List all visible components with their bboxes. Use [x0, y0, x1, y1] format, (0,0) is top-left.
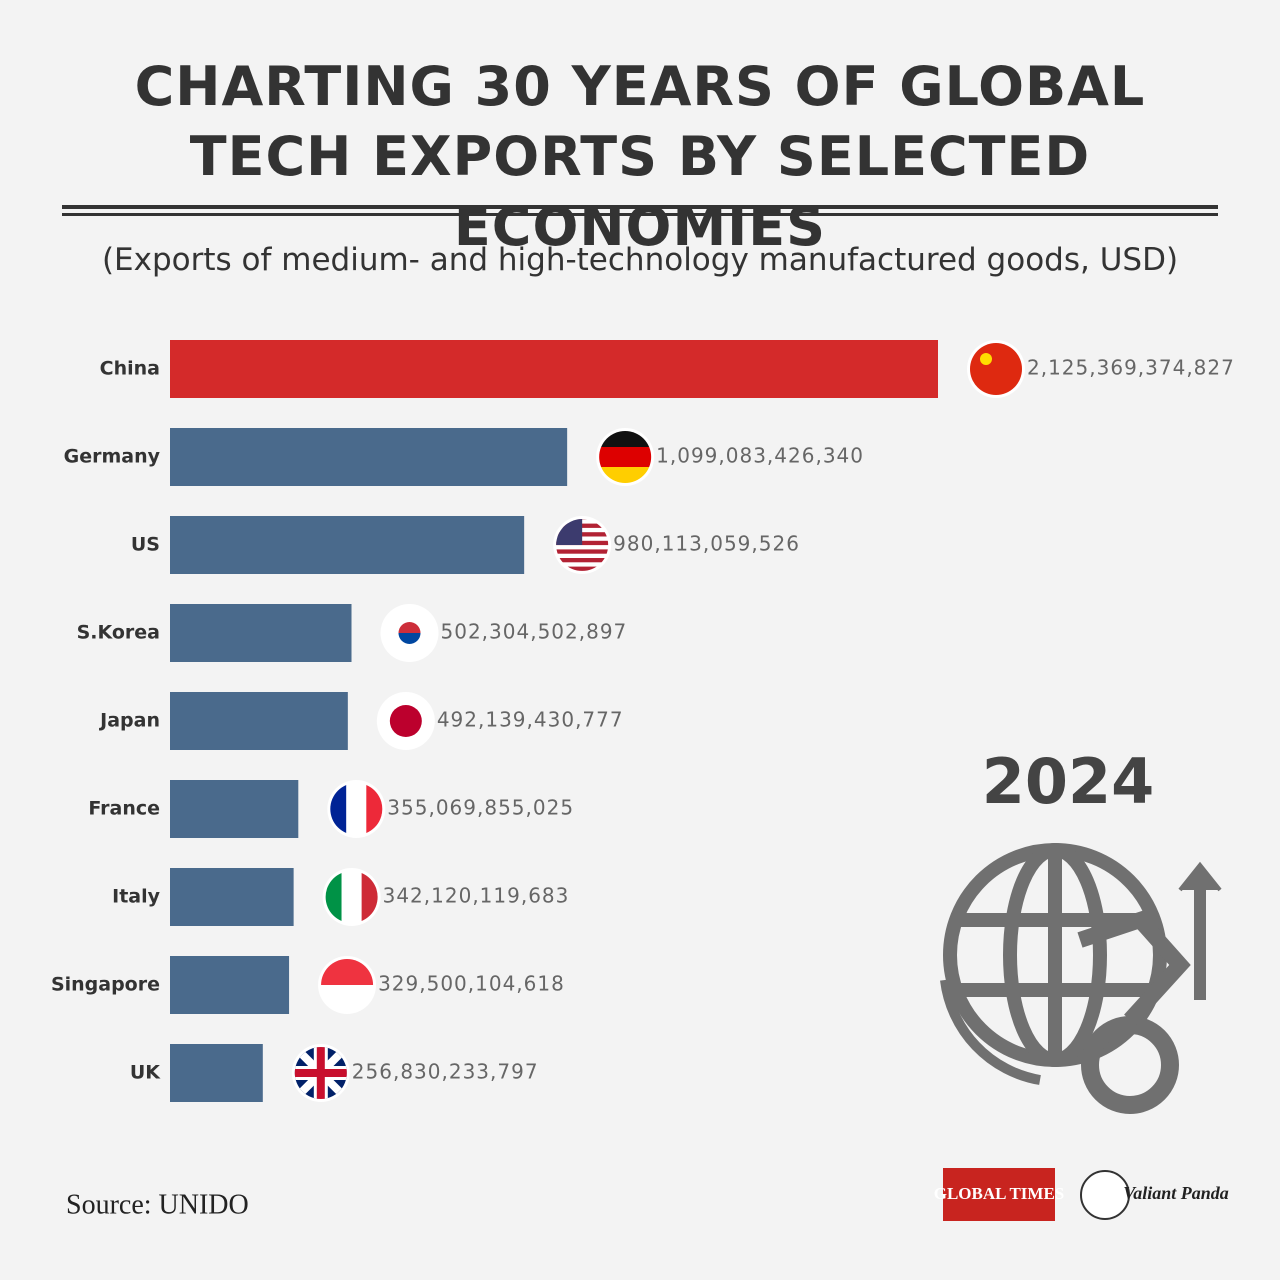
flag-part	[556, 566, 609, 571]
bar	[170, 340, 938, 398]
value-label: 2,125,369,374,827	[1027, 356, 1235, 380]
category-label: UK	[130, 1062, 161, 1084]
category-label: Italy	[112, 886, 160, 908]
logo: Valiant Panda	[1123, 1183, 1229, 1203]
flag-part	[361, 871, 378, 923]
flag-part	[346, 783, 367, 835]
category-label: US	[131, 534, 160, 556]
logo: GLOBAL TIMES	[934, 1184, 1065, 1203]
flag-inner	[970, 343, 1022, 395]
flag-part	[599, 467, 652, 483]
panda-icon	[1080, 1170, 1130, 1220]
flag-inner	[330, 783, 383, 835]
flag-part	[321, 985, 374, 1011]
flag-part	[389, 705, 422, 737]
chart-title: CHARTING 30 YEARS OF GLOBAL TECH EXPORTS…	[134, 55, 1146, 258]
globe-icon	[940, 843, 1222, 1114]
flag-inner	[556, 519, 609, 571]
category-label: Singapore	[51, 974, 160, 996]
bar	[170, 604, 352, 662]
flag	[967, 340, 1025, 398]
rule	[62, 213, 1218, 216]
flag-part	[556, 519, 583, 545]
bar	[170, 780, 299, 838]
category-label: France	[88, 798, 160, 820]
flag-part	[398, 622, 421, 633]
flag-part	[556, 558, 609, 563]
value-label: 492,139,430,777	[437, 708, 624, 732]
flag	[322, 868, 381, 926]
value-label: 355,069,855,025	[387, 796, 574, 820]
flag-part	[599, 431, 652, 447]
flag-part	[398, 633, 421, 644]
flag-part	[980, 353, 992, 365]
flag-inner	[325, 871, 378, 923]
flag-part	[556, 549, 609, 554]
flag	[376, 692, 435, 750]
flag-part	[325, 871, 342, 923]
flag	[596, 428, 655, 486]
flag-inner	[383, 607, 436, 659]
flag-part	[970, 343, 1022, 395]
category-label: S.Korea	[77, 622, 160, 644]
bar	[170, 516, 525, 574]
value-label: 342,120,119,683	[383, 884, 570, 908]
category-label: Japan	[98, 710, 160, 732]
value-label: 329,500,104,618	[378, 972, 565, 996]
bar	[170, 1044, 263, 1102]
logo-box	[943, 1168, 1055, 1221]
flag	[291, 1044, 350, 1102]
flag-part	[294, 1047, 347, 1099]
flag	[327, 780, 386, 838]
flag-part	[599, 447, 652, 467]
flag-part	[330, 783, 347, 835]
flag-inner	[321, 959, 374, 1011]
bar	[170, 428, 568, 486]
year: 2024	[982, 745, 1155, 818]
value-label: 256,830,233,797	[352, 1060, 539, 1084]
value-label: 980,113,059,526	[613, 532, 800, 556]
flag-inner	[379, 695, 432, 747]
category-label: China	[100, 358, 160, 380]
bar	[170, 956, 290, 1014]
flag	[380, 604, 439, 662]
chart-subtitle: (Exports of medium- and high-technology …	[101, 242, 1179, 278]
flag-part	[366, 783, 383, 835]
bar	[170, 692, 348, 750]
flag-inner	[294, 1047, 347, 1099]
value-label: 502,304,502,897	[441, 620, 628, 644]
bar	[170, 868, 294, 926]
source: Source: UNIDO	[66, 1189, 249, 1220]
category-label: Germany	[64, 446, 161, 468]
flag-part	[341, 871, 362, 923]
flag-inner	[599, 431, 652, 483]
flag-part	[321, 959, 374, 985]
rule	[62, 205, 1218, 209]
flag	[318, 956, 377, 1014]
value-label: 1,099,083,426,340	[656, 444, 864, 468]
flag	[553, 516, 612, 574]
